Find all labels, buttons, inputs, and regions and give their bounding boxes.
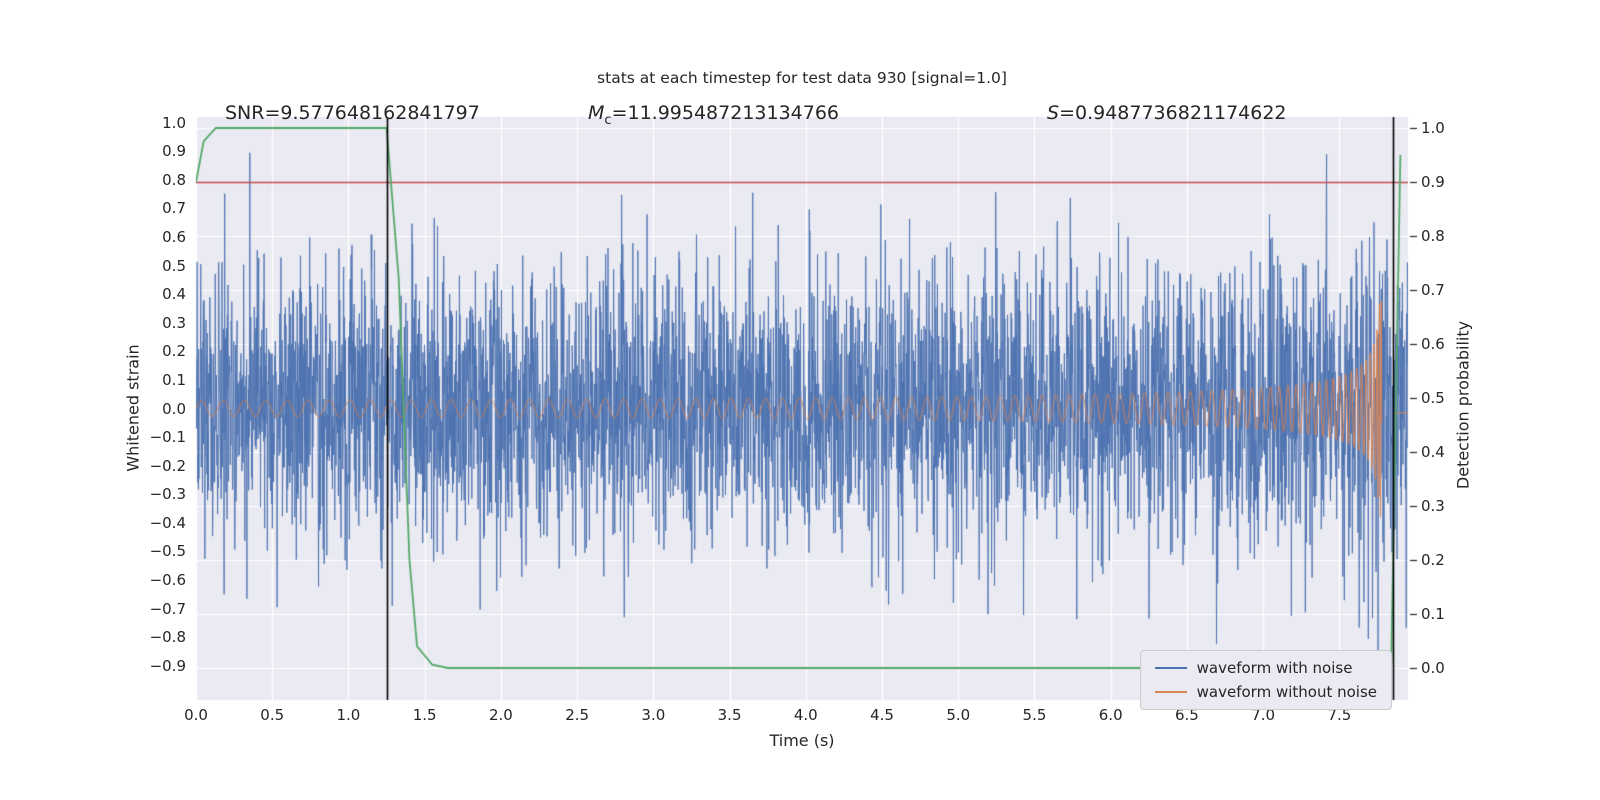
x-tick-label: 0.5 xyxy=(260,706,285,724)
legend: waveform with noise waveform without nois… xyxy=(1139,650,1392,710)
y-tick-label-left: −0.6 xyxy=(149,570,186,589)
x-tick-label: 1.0 xyxy=(336,706,361,724)
y-tick-label-right: 0.7 xyxy=(1421,281,1445,299)
y-tick-label-right: 0.9 xyxy=(1421,173,1445,191)
x-axis-label: Time (s) xyxy=(769,731,835,750)
legend-label: waveform with noise xyxy=(1196,659,1353,677)
x-tick-label: 4.0 xyxy=(793,706,818,724)
legend-item: waveform with noise xyxy=(1154,659,1377,677)
y-tick-label-left: 0.2 xyxy=(162,342,186,361)
y-tick-label-left: 0.6 xyxy=(162,228,186,247)
y-tick-label-right: 1.0 xyxy=(1421,119,1445,137)
y-tick-label-left: 1.0 xyxy=(162,113,186,132)
y-tick-label-right: 0.4 xyxy=(1421,442,1445,461)
y-tick-label-left: −0.8 xyxy=(149,628,186,647)
legend-line-swatch xyxy=(1154,667,1187,669)
y-tick-label-left: −0.9 xyxy=(149,656,186,675)
y-tick-label-left: −0.1 xyxy=(149,428,186,447)
legend-item: waveform without noise xyxy=(1154,683,1377,701)
x-tick-label: 0.0 xyxy=(184,706,208,724)
y-tick-label-right: 0.3 xyxy=(1421,496,1445,515)
y-tick-label-left: 0.3 xyxy=(162,313,186,332)
y-tick-label-left: −0.4 xyxy=(149,513,186,532)
chirp-mass-subscript: c xyxy=(604,112,612,128)
x-tick-label: 3.0 xyxy=(641,706,666,724)
x-tick-label: 6.5 xyxy=(1175,706,1199,724)
y-tick-label-right: 0.8 xyxy=(1421,227,1445,245)
y-tick-label-left: 0.9 xyxy=(162,142,186,161)
chirp-mass-symbol: M xyxy=(588,102,605,124)
y-tick-label-right: 0.0 xyxy=(1421,658,1445,677)
y-tick-label-right: 0.5 xyxy=(1421,388,1445,407)
y-tick-label-left: −0.5 xyxy=(149,542,186,561)
x-tick-label: 5.5 xyxy=(1022,706,1047,724)
annotation-chirp-mass: Mc=11.995487213134766 xyxy=(588,102,839,128)
legend-label: waveform without noise xyxy=(1196,683,1377,701)
annotation-significance: S=0.9487736821174622 xyxy=(1047,102,1287,124)
x-tick-label: 4.5 xyxy=(870,706,894,724)
x-tick-label: 3.5 xyxy=(717,706,742,724)
x-tick-label: 5.0 xyxy=(946,706,971,724)
y-tick-label-left: −0.3 xyxy=(149,485,186,504)
significance-value: =0.9487736821174622 xyxy=(1059,102,1287,124)
x-tick-label: 7.5 xyxy=(1327,706,1352,724)
x-tick-label: 2.5 xyxy=(565,706,590,724)
significance-symbol: S xyxy=(1047,102,1060,124)
y-tick-label-left: 0.7 xyxy=(162,199,186,218)
y-tick-label-left: −0.7 xyxy=(149,599,186,618)
y-tick-label-left: 0.4 xyxy=(162,285,186,304)
y-tick-label-left: 0.5 xyxy=(162,256,186,275)
y-tick-label-left: −0.2 xyxy=(149,456,186,475)
chirp-mass-value: =11.995487213134766 xyxy=(611,102,840,124)
x-tick-label: 6.0 xyxy=(1098,706,1123,724)
y-tick-label-left: 0.8 xyxy=(162,170,186,189)
y-tick-label-left: 0.1 xyxy=(162,370,186,389)
x-tick-label: 2.0 xyxy=(488,706,513,724)
x-tick-label: 7.0 xyxy=(1251,706,1276,724)
x-tick-label: 1.5 xyxy=(412,706,437,724)
y-tick-label-left: 0.0 xyxy=(162,399,186,418)
y-tick-label-right: 0.2 xyxy=(1421,550,1445,569)
legend-line-swatch xyxy=(1154,691,1187,693)
y-tick-label-right: 0.6 xyxy=(1421,335,1445,353)
annotation-snr: SNR=9.577648162841797 xyxy=(225,102,480,124)
chart-title: stats at each timestep for test data 930… xyxy=(597,69,1007,87)
y-tick-label-right: 0.1 xyxy=(1421,604,1445,623)
